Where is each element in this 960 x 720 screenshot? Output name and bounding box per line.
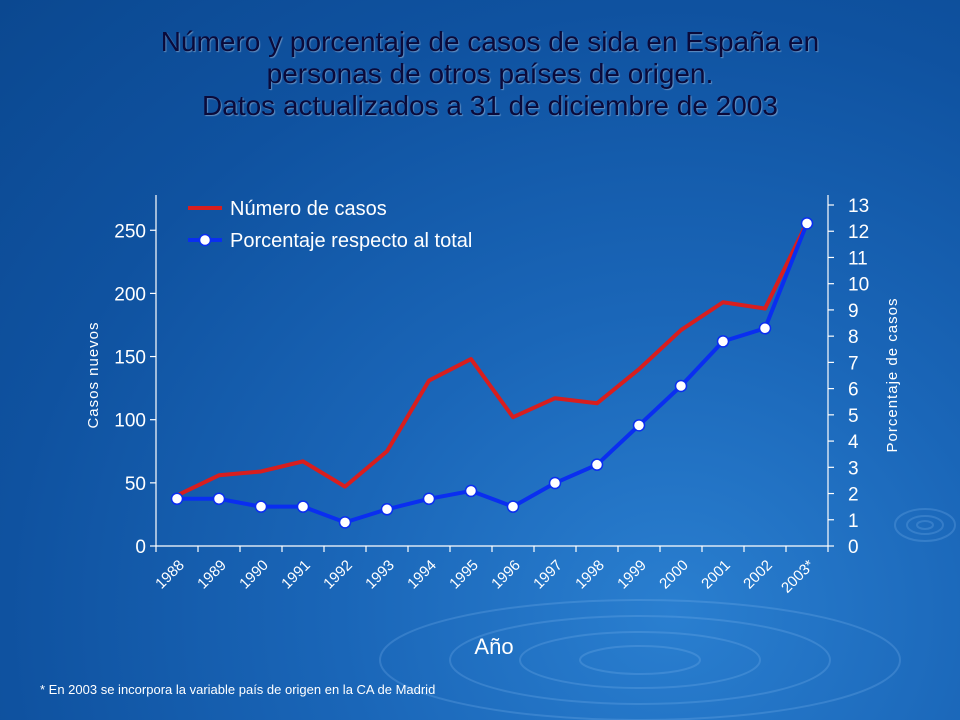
data-point-porcentaje xyxy=(422,492,436,506)
y-tick-label: 50 xyxy=(125,474,146,495)
data-point-porcentaje xyxy=(590,458,604,471)
y-tick-label: 250 xyxy=(114,221,146,242)
y2-tick-label: 8 xyxy=(848,327,859,348)
data-point-porcentaje xyxy=(212,492,226,506)
x-axis-title: Año xyxy=(474,634,513,659)
data-point-porcentaje xyxy=(254,500,268,513)
x-tick-label: 1989 xyxy=(194,557,230,593)
chart-title: Número y porcentaje de casos de sida en … xyxy=(40,26,940,122)
x-tick-label: 1988 xyxy=(152,557,188,593)
legend-label-numero-de-casos: Número de casos xyxy=(230,198,387,220)
legend-label-porcentaje: Porcentaje respecto al total xyxy=(230,230,472,252)
data-point-porcentaje xyxy=(632,419,646,432)
x-tick-label: 2000 xyxy=(656,557,692,593)
x-tick-label: 1993 xyxy=(362,557,398,593)
x-tick-label: 1994 xyxy=(404,557,440,593)
data-point-porcentaje xyxy=(296,500,310,513)
x-tick-label: 1995 xyxy=(446,557,482,593)
x-tick-label: 1996 xyxy=(488,557,524,593)
data-point-porcentaje xyxy=(338,516,352,529)
data-point-porcentaje xyxy=(674,379,688,393)
y2-tick-label: 7 xyxy=(848,353,859,374)
y2-tick-label: 11 xyxy=(848,248,868,269)
data-point-porcentaje xyxy=(170,492,184,506)
data-point-porcentaje xyxy=(716,335,730,348)
x-tick-label: 2001 xyxy=(698,557,734,593)
y-tick-label: 100 xyxy=(114,411,146,432)
y-tick-label: 200 xyxy=(114,284,146,305)
y-axis-title: Casos nuevos xyxy=(85,321,102,428)
data-point-porcentaje xyxy=(464,484,478,498)
data-point-porcentaje xyxy=(506,500,520,513)
y2-tick-label: 12 xyxy=(848,222,869,243)
x-tick-label: 1999 xyxy=(614,557,650,593)
y-tick-label: 0 xyxy=(135,537,146,558)
x-tick-label: 1998 xyxy=(572,557,608,593)
y2-tick-label: 6 xyxy=(848,380,859,401)
x-tick-label: 1990 xyxy=(236,557,272,593)
x-tick-label: 1997 xyxy=(530,557,566,593)
x-tick-label: 2003* xyxy=(778,557,818,597)
y2-tick-label: 2 xyxy=(848,485,859,506)
data-point-porcentaje xyxy=(800,217,814,230)
series-line-numero-de-casos xyxy=(176,221,809,498)
y2-axis-title: Porcentaje de casos xyxy=(884,298,901,453)
y2-tick-label: 0 xyxy=(848,537,859,558)
title-line-1: Número y porcentaje de casos de sida en … xyxy=(160,26,820,57)
data-point-porcentaje xyxy=(548,476,562,490)
y2-tick-label: 9 xyxy=(848,301,859,322)
title-line-3: Datos actualizados a 31 de diciembre de … xyxy=(202,90,778,121)
y2-tick-label: 10 xyxy=(848,275,869,296)
x-tick-label: 1992 xyxy=(320,557,356,593)
footnote: * En 2003 se incorpora la variable país … xyxy=(40,682,436,697)
y2-tick-label: 13 xyxy=(848,196,869,217)
series-line-porcentaje xyxy=(177,222,809,525)
x-tick-label: 1991 xyxy=(278,557,314,593)
data-point-porcentaje xyxy=(380,503,394,516)
y2-tick-label: 5 xyxy=(848,406,859,427)
y-tick-label: 150 xyxy=(114,348,146,369)
y2-tick-label: 1 xyxy=(848,511,859,532)
legend-marker-porcentaje xyxy=(198,233,212,247)
y2-tick-label: 3 xyxy=(848,458,859,479)
title-line-2: personas de otros países de origen. xyxy=(266,58,714,89)
data-point-porcentaje xyxy=(758,322,772,335)
x-tick-label: 2002 xyxy=(740,557,776,593)
y2-tick-label: 4 xyxy=(848,432,859,453)
